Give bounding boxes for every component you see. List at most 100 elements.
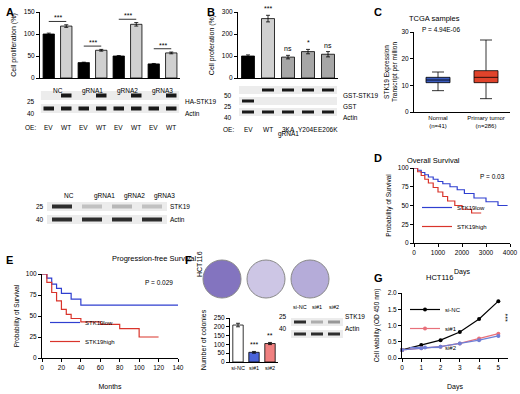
svg-text:25: 25 <box>224 103 232 110</box>
svg-text:B: B <box>207 6 215 18</box>
svg-text:G: G <box>374 272 383 284</box>
svg-text:100: 100 <box>214 341 225 348</box>
svg-text:250: 250 <box>214 314 225 321</box>
svg-text:150: 150 <box>214 332 225 339</box>
svg-text:**: ** <box>267 332 273 339</box>
svg-text:HCT116: HCT116 <box>196 251 203 277</box>
svg-text:EV: EV <box>149 124 158 131</box>
svg-text:HCT116: HCT116 <box>426 273 453 282</box>
svg-text:50: 50 <box>27 52 35 59</box>
svg-text:25: 25 <box>27 98 35 105</box>
svg-text:gRNA1: gRNA1 <box>82 87 103 95</box>
svg-text:WT: WT <box>131 124 141 131</box>
svg-text:NC: NC <box>64 192 74 199</box>
svg-text:100: 100 <box>398 164 409 171</box>
svg-text:Days: Days <box>447 383 463 391</box>
svg-text:EV: EV <box>244 126 253 133</box>
svg-text:75: 75 <box>29 291 37 298</box>
svg-text:Actin: Actin <box>343 114 358 121</box>
svg-text:2.0: 2.0 <box>388 289 397 296</box>
svg-text:si#2: si#2 <box>445 345 457 351</box>
svg-text:25: 25 <box>401 221 409 228</box>
svg-text:C: C <box>374 6 382 18</box>
svg-text:si#2: si#2 <box>329 304 339 310</box>
svg-text:EV: EV <box>114 124 123 131</box>
svg-text:Probability of Survival: Probability of Survival <box>385 174 393 237</box>
svg-text:25: 25 <box>36 203 44 210</box>
svg-text:Probability of Survival: Probability of Survival <box>13 284 21 347</box>
svg-text:Normal(n=41): Normal(n=41) <box>428 115 447 129</box>
svg-text:2000: 2000 <box>455 249 470 256</box>
svg-text:40: 40 <box>224 114 232 121</box>
svg-text:***: *** <box>54 14 62 21</box>
svg-text:P = 0.029: P = 0.029 <box>145 279 173 286</box>
svg-text:0: 0 <box>405 108 409 115</box>
svg-text:si#1: si#1 <box>249 365 259 371</box>
svg-text:20: 20 <box>58 364 66 371</box>
svg-text:100: 100 <box>134 364 145 371</box>
svg-text:P = 4.94E-06: P = 4.94E-06 <box>422 26 460 33</box>
svg-text:***: *** <box>159 42 167 49</box>
svg-text:Actin: Actin <box>185 110 200 117</box>
svg-text:2: 2 <box>439 364 443 371</box>
svg-text:si-NC: si-NC <box>445 307 461 313</box>
svg-text:gRNA3: gRNA3 <box>154 192 175 200</box>
svg-text:25: 25 <box>279 313 287 320</box>
svg-text:100: 100 <box>26 270 37 277</box>
svg-text:50: 50 <box>224 92 232 99</box>
svg-text:Actin: Actin <box>170 216 185 223</box>
svg-text:40: 40 <box>279 325 287 332</box>
svg-text:200: 200 <box>214 323 225 330</box>
svg-text:GST: GST <box>343 103 356 110</box>
svg-text:ns: ns <box>284 45 292 52</box>
svg-text:1.5: 1.5 <box>388 306 397 313</box>
svg-text:EV: EV <box>79 124 88 131</box>
svg-text:WT: WT <box>263 126 273 133</box>
svg-text:P = 0.03: P = 0.03 <box>480 173 505 180</box>
svg-text:***: *** <box>89 39 97 46</box>
svg-text:***: *** <box>250 341 258 348</box>
svg-text:E: E <box>6 254 13 266</box>
svg-text:STK19low: STK19low <box>457 205 485 211</box>
svg-text:si#2: si#2 <box>265 365 275 371</box>
svg-text:STK19: STK19 <box>345 313 365 320</box>
svg-text:***: *** <box>504 313 511 321</box>
svg-text:0: 0 <box>33 354 37 361</box>
svg-text:Cell proliferation (%): Cell proliferation (%) <box>10 13 18 76</box>
svg-text:150: 150 <box>24 8 35 15</box>
svg-text:gRNA1: gRNA1 <box>94 192 115 200</box>
svg-text:50: 50 <box>401 202 409 209</box>
svg-text:300: 300 <box>222 8 233 15</box>
svg-text:Y204E: Y204E <box>298 126 318 133</box>
svg-text:gRNA3: gRNA3 <box>152 87 173 95</box>
svg-text:0: 0 <box>229 74 233 81</box>
svg-text:WT: WT <box>96 124 106 131</box>
svg-text:GST-STK19: GST-STK19 <box>343 92 378 99</box>
svg-text:si#1: si#1 <box>445 326 457 332</box>
svg-text:Overall Survival: Overall Survival <box>407 156 460 165</box>
svg-text:0: 0 <box>412 249 416 256</box>
svg-text:4000: 4000 <box>503 249 518 256</box>
svg-text:si-NC: si-NC <box>231 365 245 371</box>
svg-text:200: 200 <box>222 30 233 37</box>
svg-text:gRNA2: gRNA2 <box>117 87 138 95</box>
svg-text:50: 50 <box>217 349 225 356</box>
svg-text:50: 50 <box>29 312 37 319</box>
svg-text:Actin: Actin <box>345 325 360 332</box>
svg-text:gRNA1: gRNA1 <box>278 130 299 138</box>
svg-text:*: * <box>307 39 310 46</box>
svg-text:ns: ns <box>324 42 332 49</box>
svg-text:5: 5 <box>497 364 501 371</box>
svg-text:20: 20 <box>401 55 409 62</box>
svg-text:10: 10 <box>401 82 409 89</box>
svg-text:F: F <box>185 254 192 266</box>
svg-text:0: 0 <box>405 239 409 246</box>
svg-text:3KA: 3KA <box>282 126 295 133</box>
svg-text:1000: 1000 <box>431 249 446 256</box>
svg-text:0: 0 <box>221 358 225 365</box>
svg-text:STK19low: STK19low <box>85 320 113 326</box>
svg-text:Progression-free Survival: Progression-free Survival <box>112 254 197 263</box>
svg-text:Days: Days <box>454 268 470 276</box>
svg-text:HA-STK19: HA-STK19 <box>185 98 216 105</box>
svg-text:WT: WT <box>61 124 71 131</box>
